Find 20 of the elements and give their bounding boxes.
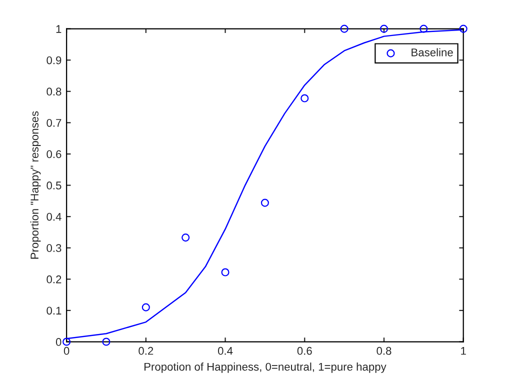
- x-axis-title: Propotion of Happiness, 0=neutral, 1=pure happy: [144, 362, 386, 373]
- y-tick-label: 0.3: [46, 244, 62, 252]
- x-tick-label: 0.6: [297, 346, 312, 355]
- x-tick-label: 0.2: [138, 346, 154, 355]
- y-tick-label: 0.5: [46, 182, 62, 190]
- y-tick-label: 0.1: [46, 306, 62, 315]
- y-tick-label: 1: [56, 25, 62, 33]
- y-tick-label: 0.4: [46, 212, 62, 221]
- x-tick-label: 1: [461, 347, 466, 355]
- y-tick-label: 0.8: [46, 88, 62, 96]
- y-tick-label: 0.6: [46, 150, 62, 158]
- y-tick-label: 0.7: [46, 118, 62, 127]
- x-tick-label: 0.4: [218, 346, 233, 355]
- y-tick-label: 0.9: [46, 56, 62, 64]
- y-tick-label: 0.2: [46, 275, 62, 284]
- legend-label: Baseline: [412, 48, 453, 56]
- y-tick-label: 0: [56, 338, 62, 346]
- x-tick-label: 0.8: [376, 346, 392, 355]
- y-axis-title: Proportion "Happy" responses: [30, 111, 41, 259]
- x-tick-label: 0: [64, 346, 70, 355]
